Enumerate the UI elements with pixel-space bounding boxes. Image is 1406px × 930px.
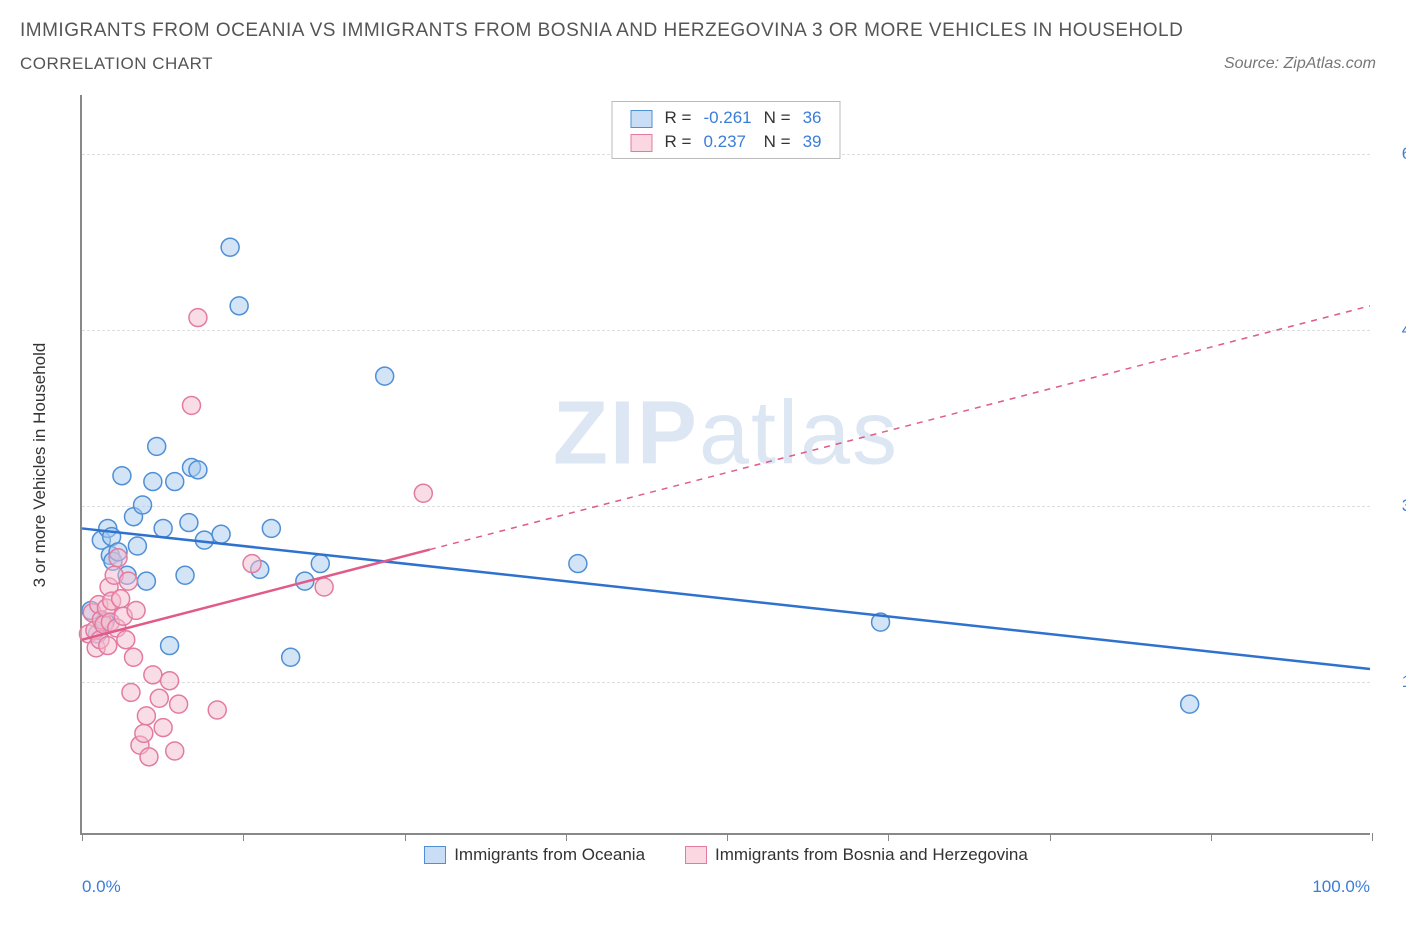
y-axis-label: 3 or more Vehicles in Household <box>30 343 50 588</box>
scatter-point-oceania <box>161 637 179 655</box>
scatter-point-bosnia <box>125 648 143 666</box>
scatter-point-oceania <box>311 555 329 573</box>
scatter-point-oceania <box>569 555 587 573</box>
scatter-point-bosnia <box>315 578 333 596</box>
correlation-legend: R = -0.261 N = 36 R = 0.237 N = 39 <box>612 101 841 159</box>
plot-region: ZIPatlas 15.0%30.0%45.0%60.0% R = -0.261… <box>80 95 1370 835</box>
y-tick-label: 45.0% <box>1380 320 1406 340</box>
series-legend: 0.0% Immigrants from Oceania Immigrants … <box>82 845 1370 865</box>
x-tick <box>566 833 567 841</box>
scatter-point-oceania <box>166 473 184 491</box>
legend-row-oceania: R = -0.261 N = 36 <box>625 106 828 130</box>
scatter-point-bosnia <box>119 572 137 590</box>
x-tick <box>888 833 889 841</box>
legend-n-label: N = <box>758 106 797 130</box>
scatter-point-bosnia <box>243 555 261 573</box>
scatter-point-oceania <box>144 473 162 491</box>
chart-container: IMMIGRANTS FROM OCEANIA VS IMMIGRANTS FR… <box>0 0 1406 930</box>
x-tick <box>1211 833 1212 841</box>
legend-swatch-blue <box>631 110 653 128</box>
scatter-point-oceania <box>230 297 248 315</box>
scatter-point-bosnia <box>189 309 207 327</box>
scatter-point-oceania <box>189 461 207 479</box>
scatter-point-bosnia <box>208 701 226 719</box>
chart-area: 3 or more Vehicles in Household ZIPatlas… <box>50 95 1370 865</box>
x-tick <box>405 833 406 841</box>
x-tick <box>82 833 83 841</box>
scatter-point-bosnia <box>135 724 153 742</box>
series-legend-bosnia: Immigrants from Bosnia and Herzegovina <box>685 845 1028 865</box>
scatter-point-oceania <box>1181 695 1199 713</box>
series-swatch-blue <box>424 846 446 864</box>
trend-line-oceania <box>82 528 1370 669</box>
y-tick-label: 30.0% <box>1380 496 1406 516</box>
scatter-point-oceania <box>212 525 230 543</box>
chart-header: IMMIGRANTS FROM OCEANIA VS IMMIGRANTS FR… <box>20 20 1386 74</box>
x-tick <box>1050 833 1051 841</box>
scatter-point-bosnia <box>109 549 127 567</box>
x-tick-label-max: 100.0% <box>1312 877 1370 897</box>
x-tick <box>1372 833 1373 841</box>
x-tick <box>727 833 728 841</box>
y-tick-label: 60.0% <box>1380 144 1406 164</box>
legend-row-bosnia: R = 0.237 N = 39 <box>625 130 828 154</box>
chart-source: Source: ZipAtlas.com <box>1224 55 1376 73</box>
x-tick <box>243 833 244 841</box>
trend-line-dashed-bosnia <box>430 306 1370 550</box>
scatter-point-bosnia <box>99 637 117 655</box>
scatter-point-oceania <box>134 496 152 514</box>
scatter-point-oceania <box>180 514 198 532</box>
scatter-point-oceania <box>282 648 300 666</box>
scatter-point-oceania <box>376 367 394 385</box>
x-tick-label-min: 0.0% <box>82 877 121 897</box>
legend-n-value-bosnia: 39 <box>797 130 828 154</box>
legend-n-value-oceania: 36 <box>797 106 828 130</box>
series-legend-oceania: Immigrants from Oceania <box>424 845 645 865</box>
scatter-point-oceania <box>176 566 194 584</box>
scatter-point-oceania <box>221 238 239 256</box>
scatter-point-oceania <box>262 519 280 537</box>
legend-r-value-oceania: -0.261 <box>697 106 757 130</box>
scatter-point-bosnia <box>117 631 135 649</box>
legend-swatch-pink <box>631 134 653 152</box>
scatter-point-bosnia <box>150 689 168 707</box>
scatter-point-oceania <box>154 519 172 537</box>
legend-r-label: R = <box>659 106 698 130</box>
legend-n-label: N = <box>758 130 797 154</box>
scatter-point-bosnia <box>154 719 172 737</box>
scatter-point-bosnia <box>112 590 130 608</box>
legend-r-label: R = <box>659 130 698 154</box>
series-swatch-pink <box>685 846 707 864</box>
scatter-point-bosnia <box>166 742 184 760</box>
scatter-point-oceania <box>128 537 146 555</box>
series-label-bosnia: Immigrants from Bosnia and Herzegovina <box>715 845 1028 865</box>
series-label-oceania: Immigrants from Oceania <box>454 845 645 865</box>
plot-svg <box>82 95 1370 833</box>
legend-r-value-bosnia: 0.237 <box>697 130 757 154</box>
scatter-point-bosnia <box>137 707 155 725</box>
scatter-point-bosnia <box>140 748 158 766</box>
scatter-point-bosnia <box>170 695 188 713</box>
scatter-point-bosnia <box>127 601 145 619</box>
scatter-point-bosnia <box>122 683 140 701</box>
y-tick-label: 15.0% <box>1380 672 1406 692</box>
scatter-point-bosnia <box>182 396 200 414</box>
scatter-point-bosnia <box>144 666 162 684</box>
chart-title-sub: CORRELATION CHART <box>20 54 1386 74</box>
scatter-point-bosnia <box>414 484 432 502</box>
scatter-point-oceania <box>137 572 155 590</box>
scatter-point-oceania <box>148 437 166 455</box>
chart-title-main: IMMIGRANTS FROM OCEANIA VS IMMIGRANTS FR… <box>20 20 1386 42</box>
scatter-point-bosnia <box>161 672 179 690</box>
scatter-point-oceania <box>113 467 131 485</box>
